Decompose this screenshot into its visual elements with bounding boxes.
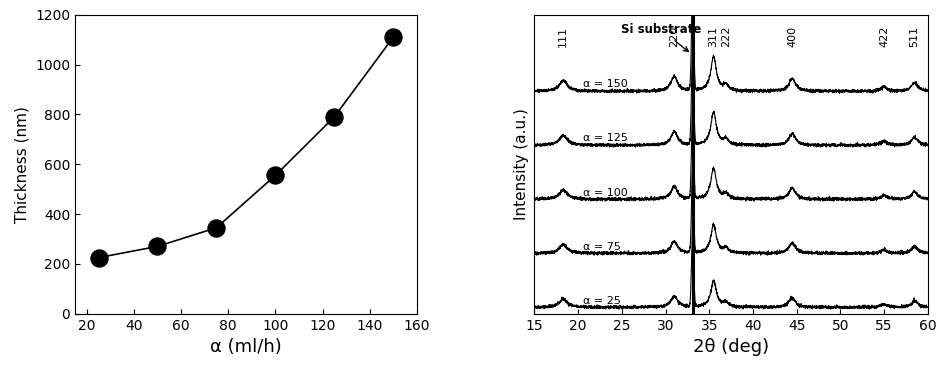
Text: 311: 311 xyxy=(708,26,718,47)
Text: α = 125: α = 125 xyxy=(582,134,627,144)
Text: 400: 400 xyxy=(786,26,797,47)
Text: 422: 422 xyxy=(878,26,888,47)
Point xyxy=(91,255,106,261)
Text: Si substrate: Si substrate xyxy=(621,23,700,52)
Y-axis label: Thickness (nm): Thickness (nm) xyxy=(14,106,29,223)
Y-axis label: Intensity (a.u.): Intensity (a.u.) xyxy=(513,108,528,220)
Text: α = 25: α = 25 xyxy=(582,296,620,306)
Point xyxy=(327,114,342,120)
Point xyxy=(209,225,224,231)
Text: 111: 111 xyxy=(558,26,568,47)
Text: 511: 511 xyxy=(909,26,918,47)
Point xyxy=(268,172,283,178)
Text: α = 75: α = 75 xyxy=(582,242,620,252)
X-axis label: α (ml/h): α (ml/h) xyxy=(210,338,282,356)
Point xyxy=(150,244,165,249)
Text: α = 100: α = 100 xyxy=(582,187,626,197)
Text: 222: 222 xyxy=(720,26,730,47)
Text: 220: 220 xyxy=(668,26,679,47)
Point xyxy=(386,34,401,40)
Text: α = 150: α = 150 xyxy=(582,79,626,90)
X-axis label: 2θ (deg): 2θ (deg) xyxy=(693,338,768,356)
